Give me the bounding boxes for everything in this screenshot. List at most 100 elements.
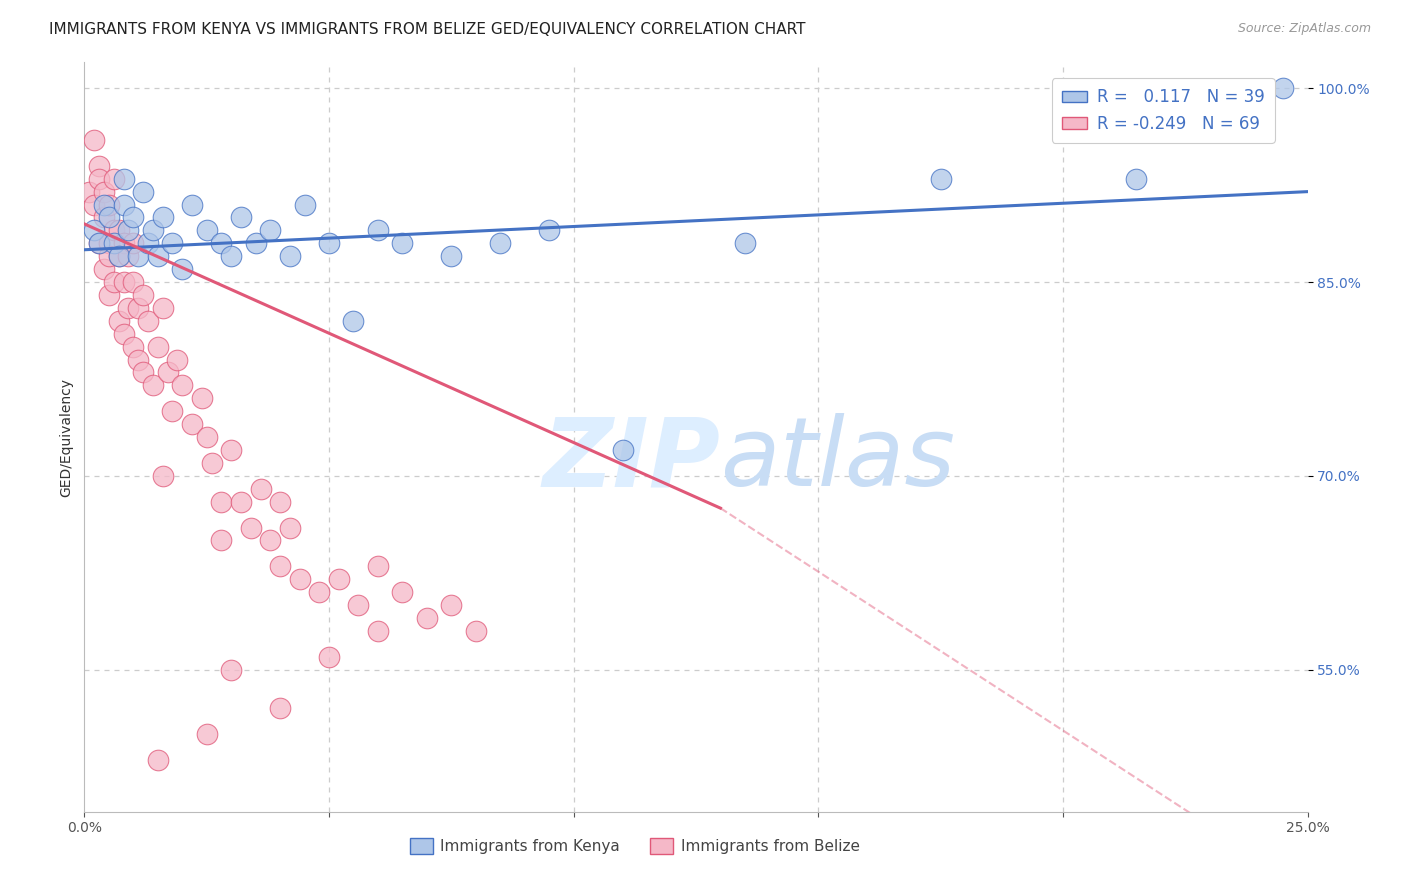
Point — [259, 223, 281, 237]
Point — [181, 197, 204, 211]
Point — [107, 249, 129, 263]
Point — [162, 404, 184, 418]
Point — [132, 185, 155, 199]
Point — [440, 249, 463, 263]
Point — [195, 727, 218, 741]
Point — [229, 211, 252, 225]
Point — [489, 236, 512, 251]
Point — [93, 262, 115, 277]
Point — [146, 249, 169, 263]
Point — [142, 378, 165, 392]
Point — [239, 520, 262, 534]
Point — [209, 494, 232, 508]
Point — [367, 559, 389, 574]
Point — [117, 301, 139, 315]
Point — [259, 533, 281, 548]
Point — [342, 314, 364, 328]
Point — [195, 223, 218, 237]
Point — [107, 249, 129, 263]
Point — [347, 598, 370, 612]
Point — [195, 430, 218, 444]
Point — [136, 314, 159, 328]
Point — [308, 585, 330, 599]
Point — [136, 236, 159, 251]
Y-axis label: GED/Equivalency: GED/Equivalency — [59, 377, 73, 497]
Point — [117, 249, 139, 263]
Point — [318, 649, 340, 664]
Text: atlas: atlas — [720, 413, 956, 506]
Point — [127, 249, 149, 263]
Point — [146, 340, 169, 354]
Point — [191, 392, 214, 406]
Point — [391, 585, 413, 599]
Point — [87, 159, 110, 173]
Point — [112, 275, 135, 289]
Point — [83, 223, 105, 237]
Point — [103, 275, 125, 289]
Point — [122, 275, 145, 289]
Point — [1125, 171, 1147, 186]
Point — [87, 236, 110, 251]
Point — [929, 171, 952, 186]
Point — [93, 197, 115, 211]
Point — [200, 456, 222, 470]
Point — [152, 468, 174, 483]
Point — [162, 236, 184, 251]
Point — [269, 559, 291, 574]
Point — [97, 197, 120, 211]
Point — [127, 301, 149, 315]
Point — [117, 223, 139, 237]
Text: IMMIGRANTS FROM KENYA VS IMMIGRANTS FROM BELIZE GED/EQUIVALENCY CORRELATION CHAR: IMMIGRANTS FROM KENYA VS IMMIGRANTS FROM… — [49, 22, 806, 37]
Point — [97, 236, 120, 251]
Point — [87, 171, 110, 186]
Point — [107, 223, 129, 237]
Point — [122, 340, 145, 354]
Point — [181, 417, 204, 432]
Point — [112, 236, 135, 251]
Point — [318, 236, 340, 251]
Point — [219, 442, 242, 457]
Point — [146, 753, 169, 767]
Point — [278, 520, 301, 534]
Point — [166, 352, 188, 367]
Point — [127, 352, 149, 367]
Point — [219, 249, 242, 263]
Point — [93, 211, 115, 225]
Point — [464, 624, 486, 638]
Point — [112, 171, 135, 186]
Point — [209, 533, 232, 548]
Point — [156, 366, 179, 380]
Point — [112, 197, 135, 211]
Point — [93, 185, 115, 199]
Point — [172, 262, 194, 277]
Text: Source: ZipAtlas.com: Source: ZipAtlas.com — [1237, 22, 1371, 36]
Point — [245, 236, 267, 251]
Point — [83, 197, 105, 211]
Point — [269, 494, 291, 508]
Point — [249, 482, 271, 496]
Point — [122, 236, 145, 251]
Point — [87, 236, 110, 251]
Point — [269, 701, 291, 715]
Point — [112, 326, 135, 341]
Point — [172, 378, 194, 392]
Point — [132, 288, 155, 302]
Point — [294, 197, 316, 211]
Point — [440, 598, 463, 612]
Point — [367, 624, 389, 638]
Point — [77, 185, 100, 199]
Point — [152, 301, 174, 315]
Point — [612, 442, 634, 457]
Point — [107, 314, 129, 328]
Point — [97, 288, 120, 302]
Point — [391, 236, 413, 251]
Point — [122, 211, 145, 225]
Point — [83, 133, 105, 147]
Point — [288, 572, 311, 586]
Point — [734, 236, 756, 251]
Point — [97, 211, 120, 225]
Point — [103, 223, 125, 237]
Point — [538, 223, 561, 237]
Point — [97, 249, 120, 263]
Point — [416, 611, 439, 625]
